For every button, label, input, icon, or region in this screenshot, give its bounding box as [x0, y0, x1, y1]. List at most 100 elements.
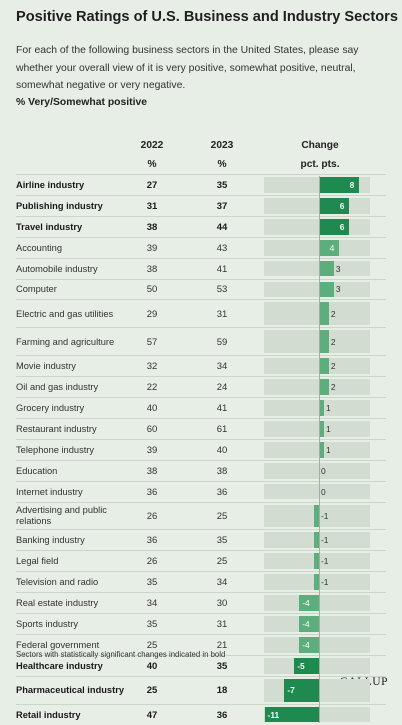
table-row: Healthcare industry 40 35 — [16, 654, 386, 677]
value-2022: 38 — [146, 221, 158, 233]
change-bar-label: -1 — [321, 510, 329, 521]
change-bar-label: -11 — [267, 709, 280, 720]
table-row: Telephone industry 39 40 — [16, 438, 386, 461]
value-2022: 36 — [146, 486, 158, 498]
sector-label: Automobile industry — [16, 263, 98, 274]
sector-label: Television and radio — [16, 577, 99, 588]
change-bar — [284, 678, 319, 702]
change-bar-label: -1 — [321, 556, 329, 567]
value-2022: 34 — [146, 598, 158, 610]
table-row: Airline industry 27 35 — [16, 174, 386, 196]
table-row: Legal field 26 25 — [16, 550, 386, 572]
change-bar-label: -4 — [302, 598, 310, 609]
chart-subtitle: For each of the following business secto… — [16, 45, 359, 91]
value-2023: 25 — [216, 556, 228, 568]
change-bar — [299, 636, 319, 653]
change-bar-label: -1 — [321, 535, 329, 546]
zero-line — [319, 176, 320, 723]
value-2023: 35 — [216, 179, 228, 191]
change-bar-label: -4 — [302, 639, 310, 650]
value-2023: 41 — [216, 263, 228, 275]
value-2022: 60 — [146, 423, 158, 435]
value-2023: 31 — [216, 618, 228, 630]
value-2023: 53 — [216, 284, 228, 296]
change-bar — [319, 420, 324, 437]
sector-label: Airline industry — [16, 179, 85, 190]
change-bar — [319, 218, 349, 235]
table-row: Pharmaceutical industry 25 18 — [16, 675, 386, 705]
value-2022: 40 — [146, 402, 158, 414]
value-2022: 22 — [146, 382, 158, 394]
sector-label: Sports industry — [16, 618, 79, 629]
sector-label: Farming and agriculture — [16, 336, 115, 347]
change-bar-track: 8 — [264, 177, 370, 193]
value-2023: 34 — [216, 577, 228, 589]
change-bar-track: -7 — [264, 678, 370, 702]
table-row: Television and radio 35 34 — [16, 571, 386, 593]
table-row: Federal government 25 21 — [16, 633, 386, 656]
value-2022: 32 — [146, 361, 158, 373]
sector-label: Electric and gas utilities — [16, 308, 114, 319]
sector-label: Grocery industry — [16, 402, 85, 413]
change-bar — [314, 574, 319, 591]
change-bar-label: 6 — [339, 221, 345, 232]
change-bar — [319, 177, 359, 193]
change-bar-label: 6 — [339, 200, 345, 211]
change-bar — [319, 330, 329, 354]
table-row: Accounting 39 43 — [16, 236, 386, 259]
value-2022: 39 — [146, 444, 158, 456]
table-row: Education 38 38 — [16, 459, 386, 482]
value-2023: 21 — [216, 639, 228, 651]
value-2023: 35 — [216, 535, 228, 547]
value-2023: 40 — [216, 444, 228, 456]
change-bar-label: 4 — [329, 242, 335, 253]
table-row: Automobile industry 38 41 — [16, 257, 386, 280]
sector-label: Banking industry — [16, 535, 85, 546]
change-bar-label: 2 — [330, 308, 336, 319]
header-2023-unit: % — [217, 159, 227, 170]
table-row: Real estate industry 34 30 — [16, 592, 386, 614]
change-bar-track: 6 — [264, 218, 370, 235]
change-bar — [314, 504, 319, 528]
change-bar-track: 3 — [264, 260, 370, 277]
value-2022: 39 — [146, 242, 158, 254]
value-2022: 35 — [146, 618, 158, 630]
change-bar-track: 0 — [264, 462, 370, 479]
change-bar-label: 3 — [335, 284, 341, 295]
table-row: Computer 50 53 — [16, 278, 386, 301]
sector-label: Movie industry — [16, 361, 76, 372]
change-bar-track: -1 — [264, 553, 370, 570]
table-row: Internet industry 36 36 — [16, 480, 386, 503]
change-bar-track: -1 — [264, 504, 370, 528]
change-bar-label: -5 — [297, 660, 305, 671]
value-2022: 40 — [146, 660, 158, 672]
sector-label: Oil and gas industry — [16, 382, 99, 393]
change-bar-track: 1 — [264, 420, 370, 437]
value-2022: 50 — [146, 284, 158, 296]
value-2023: 41 — [216, 402, 228, 414]
change-bar-track: 6 — [264, 197, 370, 214]
header-2023-year: 2023 — [210, 140, 234, 151]
change-bar — [319, 302, 329, 326]
change-bar-label: 8 — [349, 179, 355, 190]
change-bar-track: 0 — [264, 483, 370, 500]
value-2022: 38 — [146, 263, 158, 275]
sector-label: Restaurant industry — [16, 423, 97, 434]
change-bar-track: 2 — [264, 302, 370, 326]
value-2022: 31 — [146, 200, 158, 212]
header-2022-unit: % — [147, 159, 157, 170]
sector-label: Advertising and public relations — [16, 505, 107, 527]
change-bar-track: 2 — [264, 358, 370, 375]
change-bar — [319, 197, 349, 214]
value-2023: 36 — [216, 709, 228, 721]
sector-label: Legal field — [16, 556, 59, 567]
value-2022: 47 — [146, 709, 158, 721]
table-row: Sports industry 35 31 — [16, 613, 386, 635]
value-2022: 35 — [146, 577, 158, 589]
value-2023: 59 — [216, 336, 228, 348]
value-2023: 44 — [216, 221, 228, 233]
change-bar — [294, 657, 319, 674]
value-2023: 18 — [216, 685, 228, 697]
value-2023: 61 — [216, 423, 228, 435]
change-bar-track: -11 — [264, 706, 370, 723]
